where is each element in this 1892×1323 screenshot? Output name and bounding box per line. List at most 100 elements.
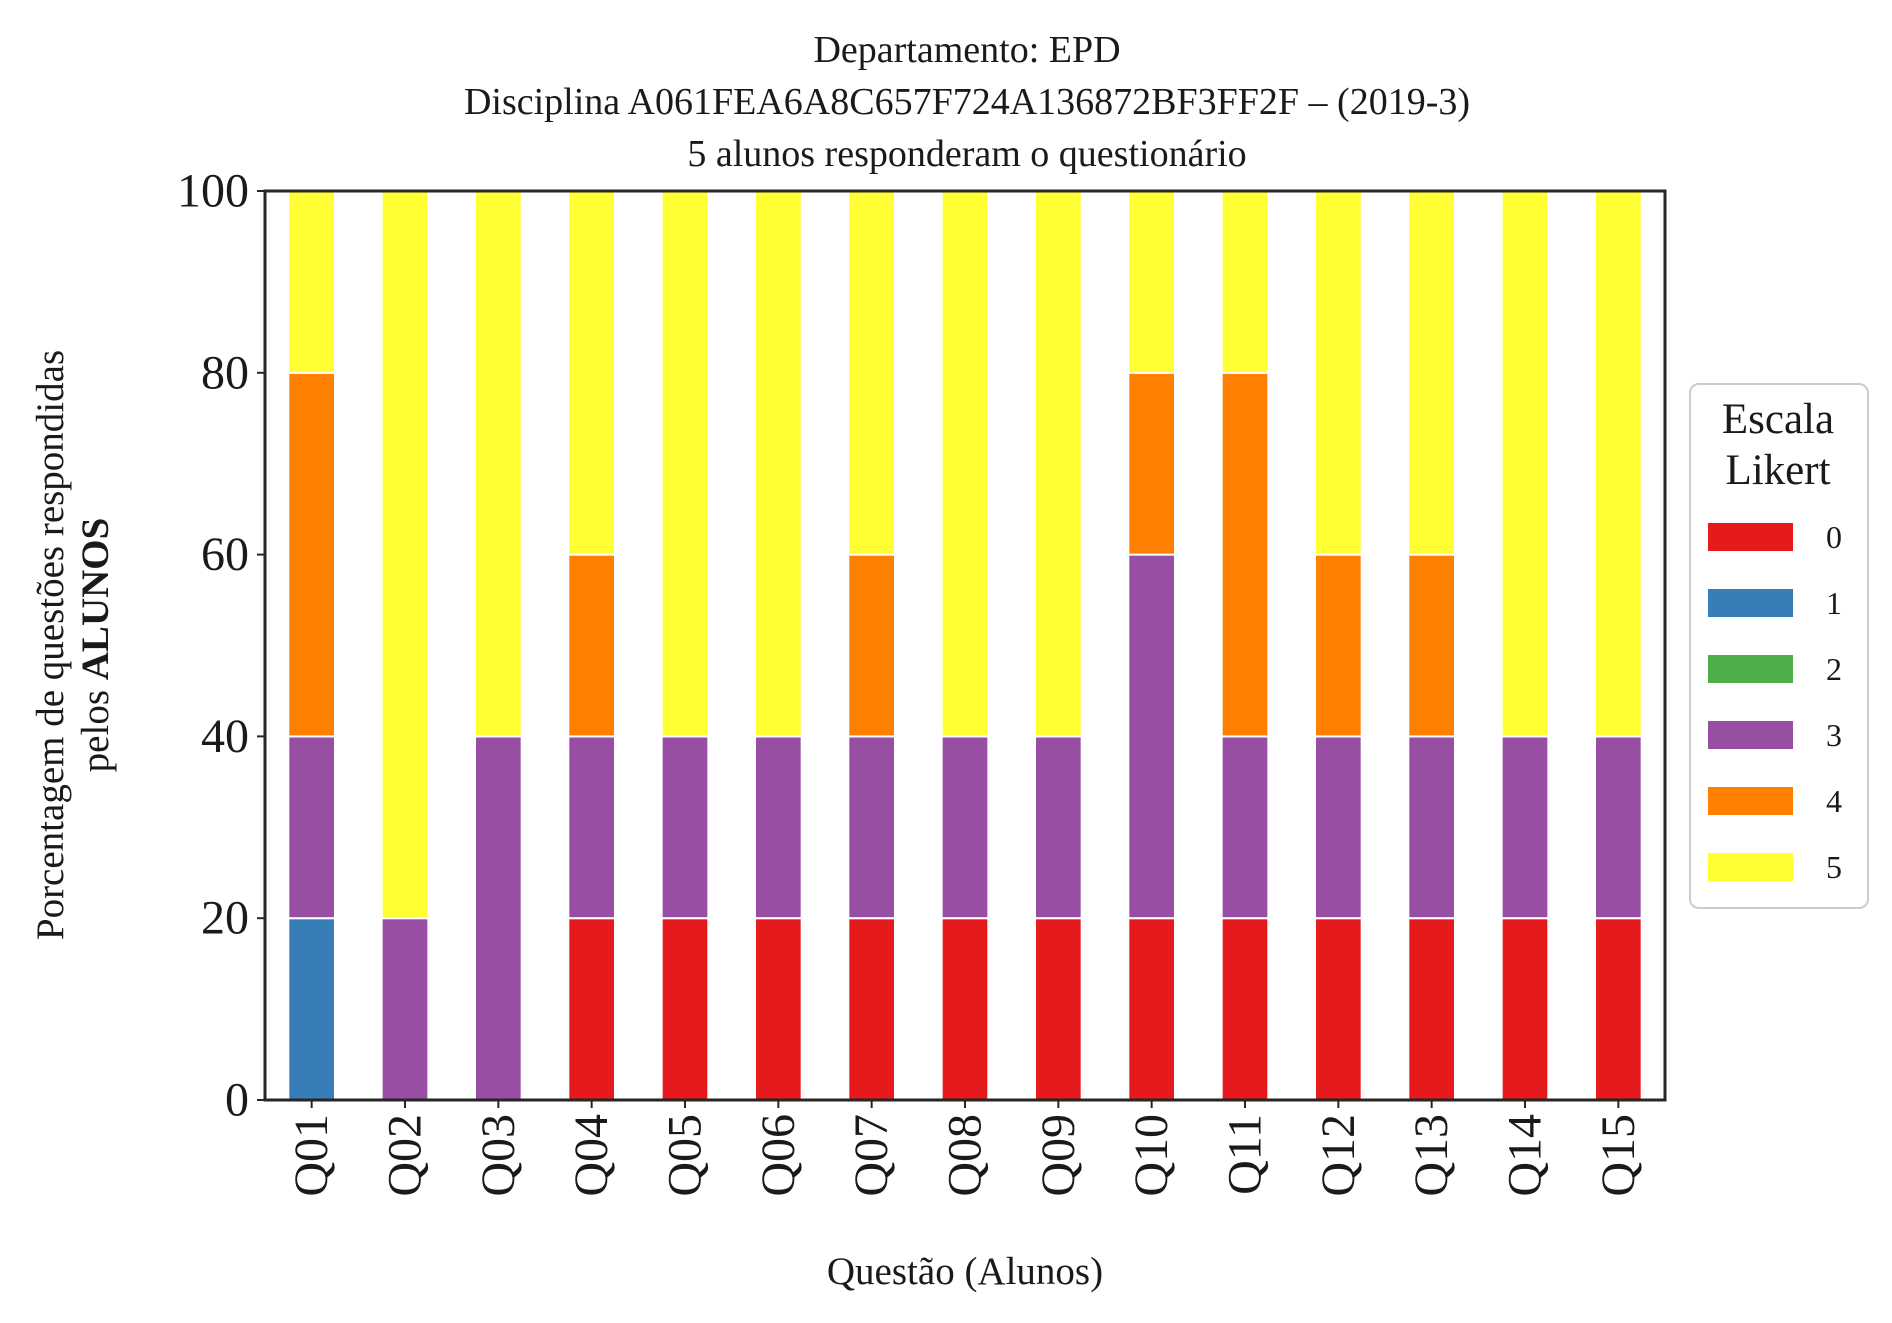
- y-axis-label-prefix: pelos: [74, 680, 117, 772]
- bar-segment-Q04-likert-3: [567, 735, 617, 920]
- y-tick-label: 0: [225, 1074, 249, 1127]
- bar-segment-Q11-likert-5: [1220, 190, 1270, 374]
- bar-segment-Q06-likert-5: [754, 190, 803, 738]
- legend: Escala Likert 0 1 2 3 4 5: [1689, 383, 1869, 909]
- x-tick-label: Q13: [1405, 1114, 1458, 1197]
- bar-segment-Q05-likert-3: [660, 735, 710, 920]
- legend-title-line-1: Escala: [1722, 396, 1834, 443]
- legend-label-0: 0: [1826, 519, 1842, 555]
- bar-segment-Q08-likert-0: [940, 917, 990, 1102]
- x-tick-label: Q03: [472, 1114, 525, 1197]
- y-axis-label-line-2: pelos ALUNOS: [74, 518, 117, 773]
- bar-segment-Q06-likert-0: [754, 917, 803, 1102]
- bar-segment-Q02-likert-5: [380, 190, 430, 920]
- bar-segment-Q09-likert-3: [1034, 735, 1083, 920]
- x-tick-label: Q02: [379, 1114, 432, 1197]
- bar-segment-Q13-likert-3: [1407, 735, 1456, 920]
- legend-swatch-2: [1708, 655, 1793, 683]
- bar-segment-Q09-likert-0: [1034, 917, 1083, 1102]
- x-tick-label: Q06: [752, 1114, 805, 1197]
- x-axis-ticks: Q01 Q02 Q03 Q04 Q05 Q06 Q07 Q08 Q09 Q10 Q11 Q12 Q13 Q…: [285, 1100, 1645, 1197]
- y-tick-label: 60: [201, 528, 249, 581]
- x-tick-label: Q08: [939, 1114, 992, 1197]
- bar-segment-Q12-likert-4: [1314, 553, 1363, 738]
- bar-segment-Q05-likert-5: [660, 190, 710, 738]
- y-axis-ticks: 0 20 40 60 80 100: [177, 165, 265, 1127]
- legend-label-2: 2: [1826, 651, 1842, 687]
- y-tick-label: 80: [201, 346, 249, 399]
- bar-segment-Q04-likert-0: [567, 917, 617, 1102]
- bar-segment-Q07-likert-4: [847, 553, 897, 738]
- legend-swatch-0: [1708, 523, 1793, 551]
- x-tick-label: Q15: [1592, 1114, 1645, 1197]
- bar-segment-Q01-likert-5: [287, 190, 336, 374]
- bar-segment-Q08-likert-5: [940, 190, 990, 738]
- legend-label-4: 4: [1826, 783, 1842, 819]
- x-tick-label: Q11: [1219, 1114, 1272, 1195]
- bar-segment-Q13-likert-0: [1407, 917, 1456, 1102]
- plot-area-frame: [263, 189, 1667, 1102]
- x-tick-label: Q01: [285, 1114, 338, 1197]
- x-tick-label: Q09: [1032, 1114, 1085, 1197]
- x-tick-label: Q10: [1125, 1114, 1178, 1197]
- legend-swatch-3: [1708, 721, 1793, 749]
- bar-segment-Q07-likert-3: [847, 735, 897, 920]
- bar-segment-Q10-likert-0: [1127, 917, 1176, 1102]
- legend-title-line-2: Likert: [1725, 447, 1830, 494]
- legend-swatch-1: [1708, 589, 1793, 617]
- bar-segment-Q15-likert-5: [1594, 190, 1643, 738]
- chart-title-line-3: 5 alunos responderam o questionário: [687, 133, 1246, 175]
- chart-title-line-2: Disciplina A061FEA6A8C657F724A136872BF3F…: [464, 81, 1470, 123]
- y-axis-label-line-1: Porcentagem de questões respondidas: [29, 350, 72, 940]
- bar-segment-Q06-likert-3: [754, 735, 803, 920]
- x-tick-label: Q07: [845, 1114, 898, 1197]
- bar-segment-Q14-likert-5: [1500, 190, 1550, 738]
- x-axis-label: Questão (Alunos): [827, 1250, 1103, 1293]
- bars-layer: [287, 190, 1643, 1102]
- bar-segment-Q08-likert-3: [940, 735, 990, 920]
- bar-segment-Q12-likert-3: [1314, 735, 1363, 920]
- bar-segment-Q11-likert-0: [1220, 917, 1270, 1102]
- x-tick-label: Q14: [1499, 1114, 1552, 1197]
- y-tick-label: 20: [201, 892, 249, 945]
- bar-segment-Q14-likert-0: [1500, 917, 1550, 1102]
- bar-segment-Q10-likert-5: [1127, 190, 1176, 374]
- bar-segment-Q07-likert-5: [847, 190, 897, 556]
- bar-segment-Q09-likert-5: [1034, 190, 1083, 738]
- bar-segment-Q14-likert-3: [1500, 735, 1550, 920]
- chart-title-line-1: Departamento: EPD: [813, 29, 1120, 71]
- bar-segment-Q11-likert-4: [1220, 371, 1270, 738]
- legend-swatch-5: [1708, 853, 1793, 881]
- bar-segment-Q04-likert-5: [567, 190, 617, 556]
- legend-label-5: 5: [1826, 849, 1842, 885]
- y-axis-label: Porcentagem de questões respondidas pelo…: [29, 350, 117, 940]
- bar-segment-Q13-likert-4: [1407, 553, 1456, 738]
- x-tick-label: Q12: [1312, 1114, 1365, 1197]
- bar-segment-Q15-likert-3: [1594, 735, 1643, 920]
- legend-items: 0 1 2 3 4 5: [1708, 519, 1842, 885]
- bar-segment-Q11-likert-3: [1220, 735, 1270, 920]
- y-tick-label: 40: [201, 710, 249, 763]
- bar-segment-Q01-likert-3: [287, 735, 336, 920]
- bar-segment-Q12-likert-5: [1314, 190, 1363, 556]
- legend-swatch-4: [1708, 787, 1793, 815]
- x-tick-label: Q05: [659, 1114, 712, 1197]
- legend-box: [1689, 383, 1869, 909]
- bar-segment-Q12-likert-0: [1314, 917, 1363, 1102]
- bar-segment-Q03-likert-3: [474, 735, 523, 1102]
- bar-segment-Q05-likert-0: [660, 917, 710, 1102]
- bar-segment-Q01-likert-4: [287, 371, 336, 738]
- bar-segment-Q02-likert-3: [380, 917, 430, 1102]
- bar-segment-Q01-likert-1: [287, 917, 336, 1102]
- bar-segment-Q10-likert-3: [1127, 553, 1176, 920]
- legend-label-1: 1: [1826, 585, 1842, 621]
- bar-segment-Q07-likert-0: [847, 917, 897, 1102]
- x-tick-label: Q04: [565, 1114, 618, 1197]
- bar-segment-Q10-likert-4: [1127, 371, 1176, 556]
- bar-segment-Q15-likert-0: [1594, 917, 1643, 1102]
- y-tick-label: 100: [177, 165, 249, 218]
- bar-segment-Q13-likert-5: [1407, 190, 1456, 556]
- bar-segment-Q03-likert-5: [474, 190, 523, 738]
